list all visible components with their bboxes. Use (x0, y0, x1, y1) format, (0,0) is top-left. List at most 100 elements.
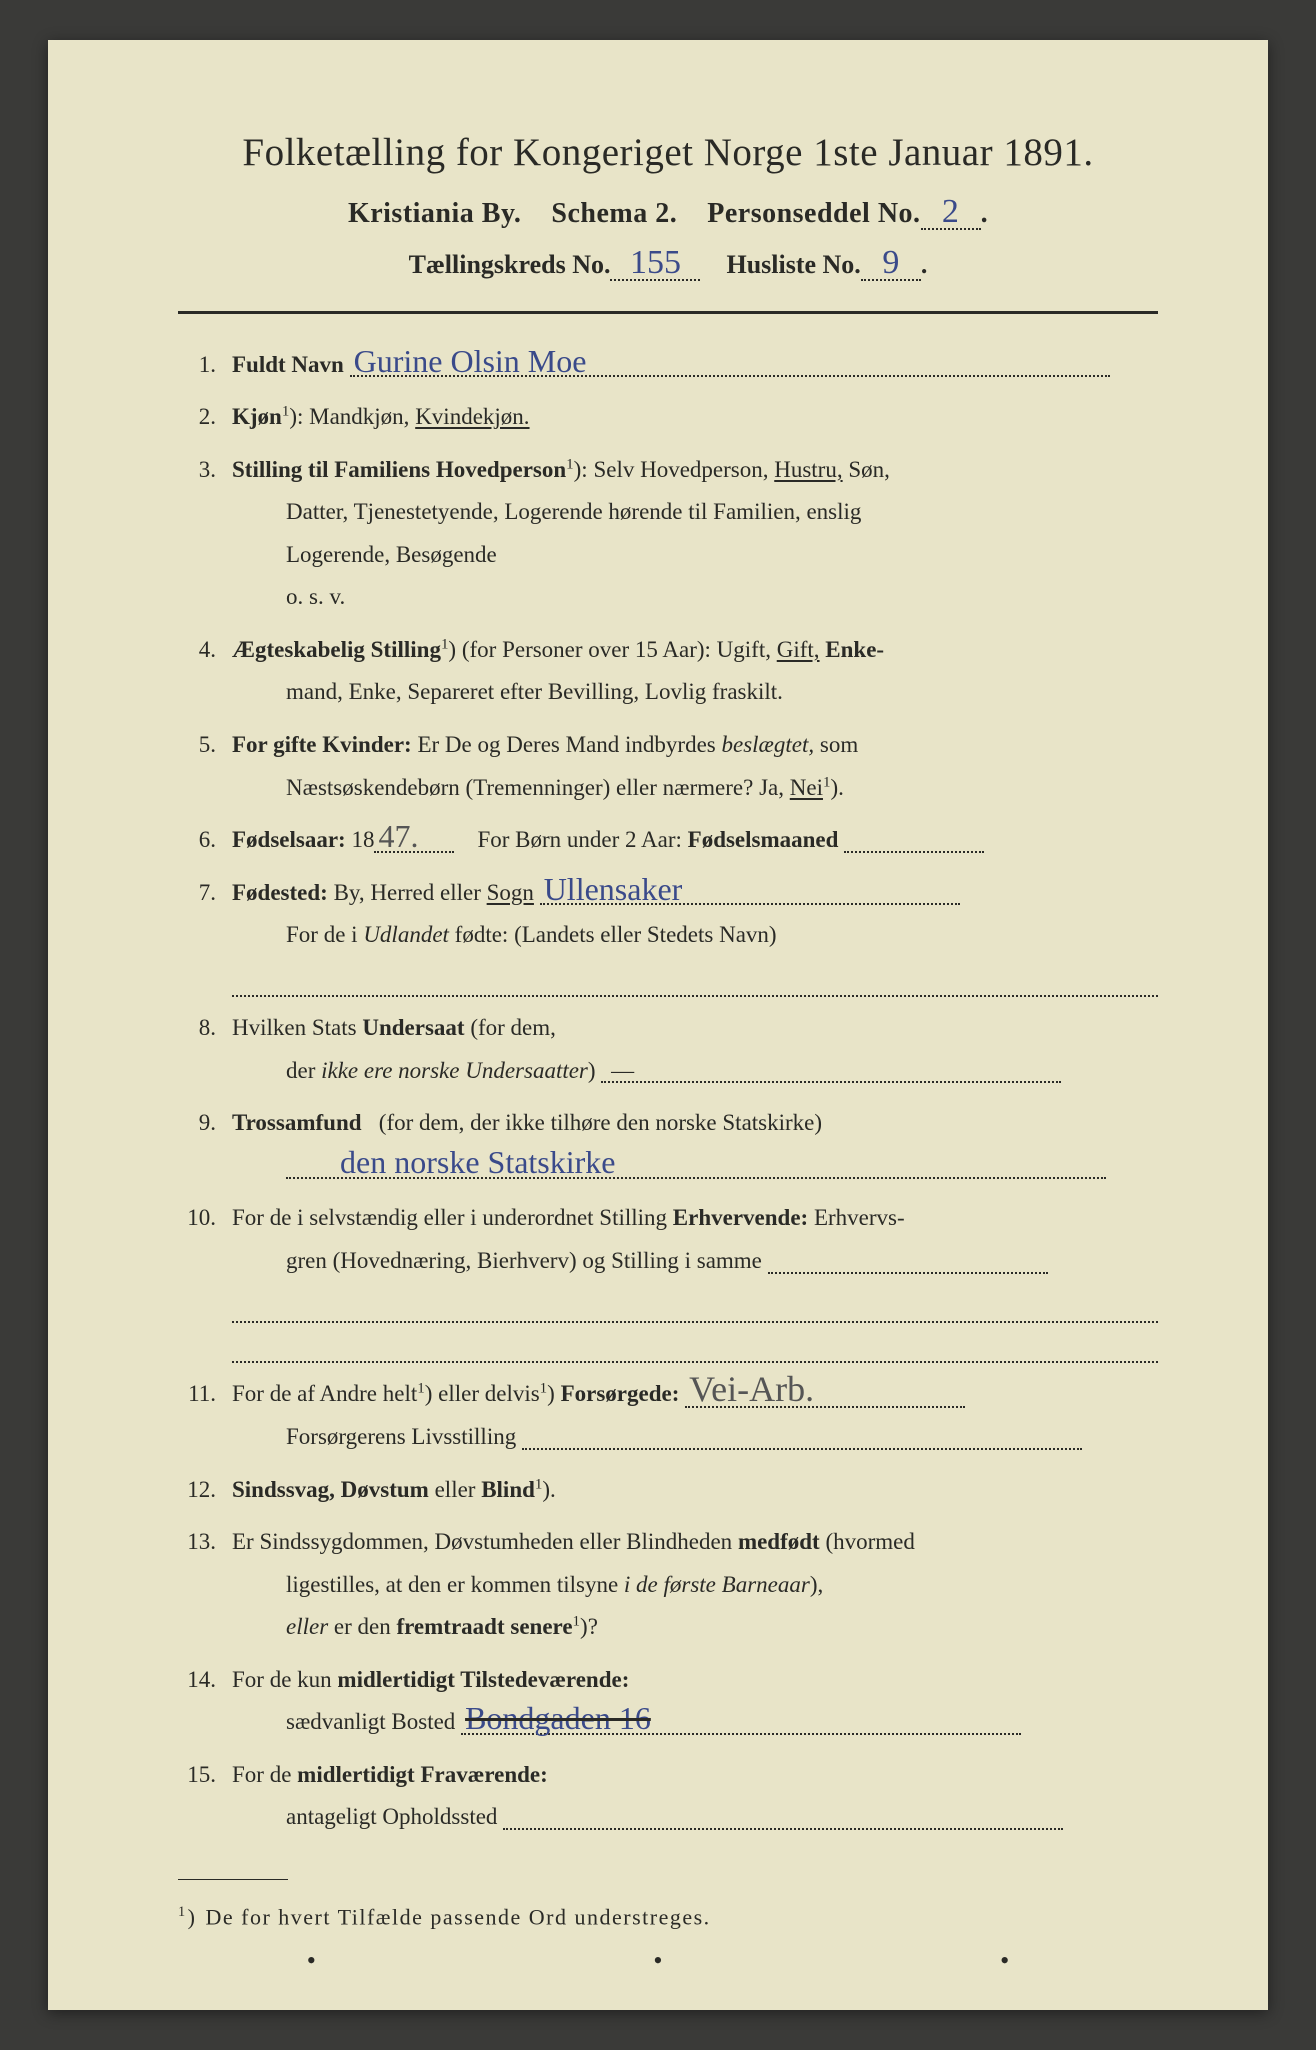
q3-text-a: Selv Hovedperson, (593, 457, 768, 482)
q10-text-a: For de i selvstændig eller i underordnet… (232, 1205, 667, 1230)
q5-text-b: som (820, 732, 858, 757)
personseddel-no: 2 (921, 197, 981, 230)
q7-sogn: Sogn (487, 880, 534, 905)
main-title: Folketælling for Kongeriget Norge 1ste J… (178, 130, 1158, 175)
q2-num: 2. (178, 396, 232, 439)
q10-num: 10. (178, 1197, 232, 1363)
husliste-no: 9 (861, 248, 921, 281)
q11-value: Vei-Arb. (689, 1369, 814, 1409)
husliste-label: Husliste No. (726, 250, 860, 279)
q14-row: 14. For de kun midlertidigt Tilstedevære… (178, 1659, 1158, 1744)
q7-line2: For de i (232, 922, 358, 947)
q13-row: 13. Er Sindssygdommen, Døvstumheden elle… (178, 1521, 1158, 1649)
q14-value: Bondgaden 16 (465, 1700, 651, 1736)
q4-line2: mand, Enke, Separeret efter Bevilling, L… (232, 679, 783, 704)
q7-num: 7. (178, 872, 232, 998)
q10-line2: gren (Hovednæring, Bierhverv) og Stillin… (232, 1248, 762, 1273)
q5-body: For gifte Kvinder: Er De og Deres Mand i… (232, 724, 1158, 809)
dot-icon: • (307, 1946, 316, 1976)
q6-prefix: 18 (351, 827, 374, 852)
q9-label: Trossamfund (232, 1110, 362, 1135)
q13-label: medfødt (738, 1529, 820, 1554)
q8-row: 8. Hvilken Stats Undersaat (for dem, der… (178, 1007, 1158, 1092)
q13-line3a: eller (232, 1614, 328, 1639)
city-label: Kristiania By. (348, 198, 521, 229)
q1-num: 1. (178, 344, 232, 387)
q6-blank (844, 830, 984, 853)
q7-text-a: By, Herred eller (334, 880, 481, 905)
q6-num: 6. (178, 819, 232, 862)
q15-row: 15. For de midlertidigt Fraværende: anta… (178, 1754, 1158, 1839)
q8-blank: — (601, 1061, 1061, 1084)
q3-hustru: Hustru, (774, 457, 842, 482)
q8-num: 8. (178, 1007, 232, 1092)
q14-text-a: For de kun (232, 1667, 332, 1692)
q4-text-b: Enke- (825, 637, 884, 662)
q11-text-a: For de af Andre helt (232, 1381, 417, 1406)
q1-value: Gurine Olsin Moe (354, 343, 587, 379)
separator-rule (178, 311, 1158, 314)
q2-opt-b: Kvindekjøn. (415, 404, 529, 429)
q2-row: 2. Kjøn1): Mandkjøn, Kvindekjøn. (178, 396, 1158, 439)
personseddel-label: Personseddel No. (707, 198, 920, 229)
q9-text: (for dem, der ikke tilhøre den norske St… (379, 1110, 822, 1135)
q15-text-a: For de (232, 1762, 291, 1787)
q3-line4: o. s. v. (232, 584, 345, 609)
q8-text-a: Hvilken Stats (232, 1015, 357, 1040)
kreds-no: 155 (610, 248, 700, 281)
q1-label: Fuldt Navn (232, 352, 344, 377)
q8-line2a: der (232, 1058, 315, 1083)
q13-label-b: fremtraadt senere (396, 1614, 572, 1639)
q2-body: Kjøn1): Mandkjøn, Kvindekjøn. (232, 396, 1158, 439)
q6-label: Fødselsaar: (232, 827, 346, 852)
q13-line2a: ligestilles, at den er kommen tilsyne (232, 1572, 618, 1597)
subtitle-line: Kristiania By. Schema 2. Personseddel No… (178, 197, 1158, 230)
q14-body: For de kun midlertidigt Tilstedeværende:… (232, 1659, 1158, 1744)
punch-dots: • • • (48, 1946, 1268, 1976)
q4-label: Ægteskabelig Stilling (232, 637, 441, 662)
q13-ital: i de første Barneaar (624, 1572, 810, 1597)
q7-line2b: fødte: (Landets eller Stedets Navn) (455, 922, 777, 947)
q3-num: 3. (178, 449, 232, 619)
q4-text-a: (for Personer over 15 Aar): Ugift, (462, 637, 771, 662)
q10-label: Erhvervende: (673, 1205, 808, 1230)
q7-dotline (232, 963, 1158, 998)
q14-label: midlertidigt Tilstedeværende: (337, 1667, 629, 1692)
footnote: 1) De for hvert Tilfælde passende Ord un… (178, 1904, 1158, 1930)
q13-text-b: (hvormed (825, 1529, 914, 1554)
q5-sup: 1 (823, 774, 830, 790)
q10-row: 10. For de i selvstændig eller i underor… (178, 1197, 1158, 1363)
q10-dotline2 (232, 1329, 1158, 1364)
q13-sup: 1 (573, 1614, 580, 1630)
q5-text-a: Er De og Deres Mand indbyrdes (417, 732, 715, 757)
dot-icon: • (1000, 1946, 1009, 1976)
q4-row: 4. Ægteskabelig Stilling1) (for Personer… (178, 629, 1158, 714)
q2-sup: 1 (282, 403, 289, 419)
q3-label: Stilling til Familiens Hovedperson (232, 457, 566, 482)
q9-num: 9. (178, 1102, 232, 1187)
q12-label-b: Blind (481, 1477, 535, 1502)
q9-body: Trossamfund (for dem, der ikke tilhøre d… (232, 1102, 1158, 1187)
q6-label-b: Fødselsmaaned (688, 827, 839, 852)
q12-label: Sindssvag, Døvstum (232, 1477, 429, 1502)
q4-num: 4. (178, 629, 232, 714)
q12-row: 12. Sindssvag, Døvstum eller Blind1). (178, 1469, 1158, 1512)
q11-label: Forsørgede: (561, 1381, 680, 1406)
q8-label: Undersaat (362, 1015, 464, 1040)
q6-text-a: For Børn under 2 Aar: (477, 827, 681, 852)
q11-row: 11. For de af Andre helt1) eller delvis1… (178, 1373, 1158, 1458)
q11-sup2: 1 (540, 1381, 547, 1397)
q2-opt-a: Mandkjøn, (309, 404, 409, 429)
dot-icon: • (653, 1946, 662, 1976)
q13-body: Er Sindssygdommen, Døvstumheden eller Bl… (232, 1521, 1158, 1649)
q11-num: 11. (178, 1373, 232, 1458)
q6-body: Fødselsaar: 1847. For Børn under 2 Aar: … (232, 819, 1158, 862)
q11-text-b: eller delvis (438, 1381, 540, 1406)
q7-label: Fødested: (232, 880, 328, 905)
kreds-line: Tællingskreds No.155 Husliste No.9. (178, 248, 1158, 281)
q8-body: Hvilken Stats Undersaat (for dem, der ik… (232, 1007, 1158, 1092)
q12-text-a: eller (435, 1477, 476, 1502)
q15-label: midlertidigt Fraværende: (297, 1762, 548, 1787)
q3-row: 3. Stilling til Familiens Hovedperson1):… (178, 449, 1158, 619)
q4-sup: 1 (441, 636, 448, 652)
